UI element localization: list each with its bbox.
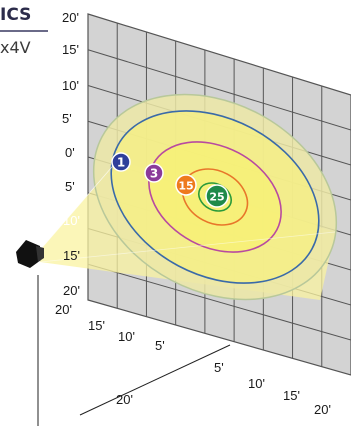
wall-tick: 20' [62,10,79,25]
wall-tick: 5' [65,179,75,194]
floor-tick: 5' [214,360,224,375]
wall-tick: 10' [63,213,80,228]
grid-line [87,263,351,341]
floor-guides [37,275,231,426]
floor-tick: 20' [314,402,331,417]
wall-tick: 5' [62,111,72,126]
svg-text:1: 1 [117,156,125,170]
wall-tick: 10' [62,78,79,93]
wall-tick: 20' [63,283,80,298]
floor-tick: 10' [248,376,265,391]
marker-25: 25 [205,184,229,208]
floor-tick: 20' [116,392,133,407]
marker-1: 1 [111,152,131,172]
marker-15: 15 [175,174,197,196]
wall-tick: 15' [62,42,79,57]
wall-tick: 0' [65,145,75,160]
floor-tick: 20' [55,302,72,317]
coverage-rings [92,93,338,301]
floor-tick: 15' [88,318,105,333]
wall-y-ticks: 20' 15' 10' 5' 0' 5' 10' 15' 20' [62,10,80,298]
light-fixture-icon [16,240,44,268]
marker-3: 3 [144,163,164,183]
floor-tick: 10' [118,329,135,344]
floor-ticks: 20' 15' 10' 5' 5' 10' 15' 20' 20' [55,302,331,417]
floor-tick: 5' [155,338,165,353]
svg-text:25: 25 [209,191,224,204]
grid-line [87,49,351,131]
floor-tick: 15' [283,388,300,403]
model-subtitle-fragment: x4V [0,38,31,57]
svg-text:15: 15 [178,180,193,193]
svg-text:3: 3 [150,167,158,181]
wall-tick: 15' [63,248,80,263]
page-title-fragment: ICS [0,0,48,32]
